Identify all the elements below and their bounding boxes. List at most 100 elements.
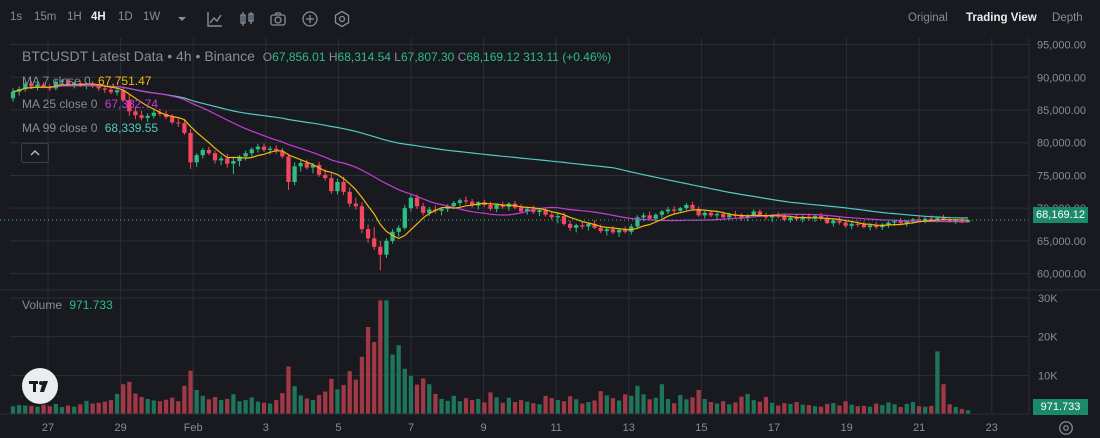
- price-tick-label: 75,000.00: [1037, 170, 1086, 182]
- candle-up: [831, 220, 836, 224]
- candle-up: [965, 220, 971, 223]
- volume-bar: [182, 385, 187, 414]
- candle-up: [59, 80, 65, 82]
- candle-down: [323, 174, 328, 179]
- low-label: L: [394, 50, 401, 64]
- settings-icon[interactable]: [332, 9, 352, 29]
- volume-tick-label: 30K: [1038, 293, 1058, 305]
- volume-bar: [445, 400, 450, 414]
- volume-bar: [616, 400, 622, 414]
- volume-bar: [745, 393, 750, 414]
- volume-bar: [35, 406, 40, 414]
- interval-1s[interactable]: 1s: [10, 11, 23, 23]
- date-tick-label: 29: [114, 422, 126, 434]
- candle-up: [849, 223, 854, 226]
- volume-bar: [225, 398, 230, 414]
- interval-dropdown-icon[interactable]: [172, 9, 192, 29]
- volume-bar: [592, 400, 597, 414]
- volume-bar: [794, 402, 799, 414]
- price-tick-label: 60,000.00: [1037, 269, 1086, 281]
- volume-bar: [623, 394, 628, 414]
- candle-down: [421, 206, 426, 213]
- candle-up: [629, 226, 634, 232]
- volume-bar: [837, 405, 842, 414]
- volume-bar: [421, 378, 426, 414]
- candle-down: [567, 223, 573, 228]
- candle-down: [647, 215, 652, 219]
- candle-up: [231, 161, 236, 164]
- volume-bar: [690, 397, 695, 414]
- view-depth[interactable]: Depth: [1052, 12, 1083, 24]
- ma25-legend: MA 25 close 0 67,382.74: [22, 97, 158, 111]
- volume-bars: [10, 300, 971, 414]
- ma25-value: 67,382.74: [104, 97, 159, 111]
- volume-bar: [549, 398, 554, 414]
- volume-bar: [433, 393, 438, 414]
- candle-up: [923, 218, 928, 221]
- candle-down: [690, 204, 695, 209]
- interval-4h[interactable]: 4H: [91, 11, 106, 23]
- date-tick-label: 3: [263, 422, 269, 434]
- volume-bar: [353, 379, 358, 414]
- candle-down: [929, 218, 934, 220]
- volume-bar: [286, 366, 291, 414]
- volume-bar: [598, 391, 603, 414]
- candle-down: [874, 225, 879, 228]
- volume-bar: [659, 384, 665, 414]
- price-tick-label: 85,000.00: [1037, 105, 1086, 117]
- volume-bar: [604, 395, 609, 414]
- candle-down: [561, 216, 567, 224]
- volume-bar: [365, 327, 371, 414]
- volume-bar: [53, 403, 58, 414]
- candle-up: [218, 158, 224, 161]
- candle-down: [359, 206, 365, 230]
- close-label: C: [457, 50, 467, 64]
- volume-bar: [867, 406, 873, 414]
- volume-bar: [84, 400, 89, 414]
- price-chart[interactable]: 60,000.0065,000.0070,000.0075,000.0080,0…: [0, 38, 1100, 438]
- candle-down: [274, 148, 279, 152]
- volume-bar: [488, 392, 493, 414]
- candle-type-icon[interactable]: [237, 9, 257, 29]
- interval-1w[interactable]: 1W: [143, 11, 161, 23]
- indicator-chart-icon[interactable]: [205, 9, 225, 29]
- interval-1h[interactable]: 1H: [67, 11, 82, 23]
- candle-up: [678, 208, 683, 211]
- add-indicator-icon[interactable]: [300, 9, 320, 29]
- volume-bar: [580, 403, 585, 414]
- candle-up: [200, 149, 205, 156]
- view-original[interactable]: Original: [908, 12, 948, 24]
- volume-bar: [212, 396, 218, 414]
- candle-up: [114, 90, 120, 93]
- volume-bar: [121, 384, 126, 414]
- interval-1d[interactable]: 1D: [118, 11, 133, 23]
- ma99-legend: MA 99 close 0 68,339.55: [22, 121, 158, 135]
- candle-down: [365, 229, 371, 239]
- volume-bar: [806, 405, 811, 414]
- volume-bar: [825, 403, 830, 414]
- volume-bar: [953, 407, 958, 414]
- ma7-label: MA 7 close 0: [22, 74, 91, 88]
- chart-settings-icon[interactable]: [1057, 419, 1075, 437]
- high-label: H: [328, 50, 338, 64]
- volume-bar: [929, 405, 934, 414]
- volume-bar: [451, 395, 456, 414]
- moving-averages: [12, 83, 969, 240]
- interval-15m[interactable]: 15m: [34, 11, 57, 23]
- candle-down: [818, 216, 824, 218]
- candle-down: [531, 208, 536, 213]
- volume-bar: [739, 396, 744, 414]
- volume-bar: [114, 393, 120, 414]
- volume-bar: [610, 398, 616, 414]
- candle-up: [310, 164, 316, 168]
- candle-up: [427, 209, 432, 213]
- candle-up: [935, 218, 940, 220]
- camera-icon[interactable]: [268, 9, 288, 29]
- volume-bar: [476, 398, 481, 414]
- price-tick-label: 65,000.00: [1037, 236, 1086, 248]
- volume-bar: [59, 407, 65, 414]
- view-trading-view[interactable]: Trading View: [966, 12, 1037, 24]
- volume-bar: [947, 404, 952, 414]
- collapse-legend-button[interactable]: [21, 143, 49, 163]
- tradingview-logo[interactable]: [22, 368, 58, 404]
